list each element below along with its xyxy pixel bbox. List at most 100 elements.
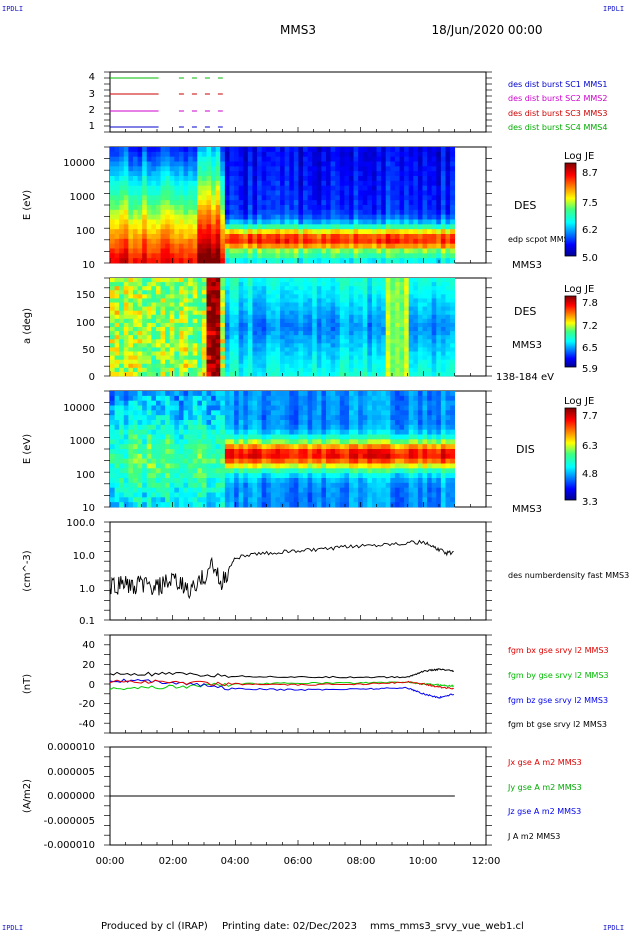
heatmap-cell	[431, 219, 437, 225]
heatmap-cell	[174, 458, 180, 464]
heatmap-cell	[252, 205, 258, 211]
heatmap-cell	[165, 171, 171, 177]
heatmap-cell	[146, 147, 152, 153]
heatmap-cell	[422, 302, 428, 307]
heatmap-cell	[385, 248, 391, 254]
heatmap-cell	[303, 468, 309, 474]
heatmap-cell	[381, 147, 387, 153]
heatmap-cell	[339, 405, 345, 411]
heatmap-cell	[266, 478, 272, 484]
heatmap-cell	[169, 473, 175, 479]
heatmap-cell	[371, 339, 377, 344]
avail-ytick-3: 3	[89, 89, 95, 100]
heatmap-cell	[137, 429, 143, 435]
heatmap-cell	[335, 395, 341, 402]
heatmap-cell	[142, 238, 148, 245]
heatmap-cell	[316, 156, 322, 162]
heatmap-cell	[362, 478, 368, 484]
heatmap-cell	[224, 302, 230, 307]
heatmap-cell	[289, 444, 295, 450]
heatmap-cell	[408, 351, 414, 356]
heatmap-cell	[142, 473, 148, 479]
heatmap-cell	[155, 190, 161, 196]
heatmap-cell	[174, 327, 180, 332]
heatmap-cell	[440, 322, 446, 328]
heatmap-cell	[408, 314, 414, 320]
heatmap-cell	[303, 161, 309, 167]
heatmap-cell	[289, 156, 295, 162]
heatmap-cell	[174, 310, 180, 316]
heatmap-cell	[298, 310, 304, 316]
heatmap-cell	[362, 487, 368, 493]
heatmap-cell	[114, 363, 120, 369]
heatmap-cell	[399, 351, 405, 356]
heatmap-cell	[330, 278, 336, 283]
heatmap-cell	[348, 410, 354, 416]
heatmap-cell	[445, 282, 451, 287]
heatmap-cell	[229, 166, 235, 172]
heatmap-cell	[252, 331, 258, 336]
heatmap-cell	[270, 415, 276, 421]
heatmap-cell	[376, 314, 382, 320]
heatmap-cell	[229, 502, 235, 508]
heatmap-cell	[114, 339, 120, 344]
heatmap-cell	[238, 190, 244, 196]
heatmap-cell	[211, 449, 217, 455]
heatmap-cell	[229, 478, 235, 484]
heatmap-cell	[316, 482, 322, 489]
heatmap-cell	[192, 449, 198, 455]
heatmap-cell	[206, 290, 212, 295]
heatmap-cell	[243, 290, 249, 295]
heatmap-cell	[174, 147, 180, 153]
heatmap-cell	[353, 290, 359, 295]
heatmap-cell	[275, 253, 281, 259]
heatmap-cell	[427, 205, 433, 211]
heatmap-cell	[137, 415, 143, 421]
heatmap-cell	[362, 294, 368, 299]
heatmap-cell	[385, 278, 391, 283]
heatmap-cell	[197, 335, 203, 340]
heatmap-cell	[312, 339, 318, 344]
heatmap-cell	[188, 482, 194, 489]
heatmap-cell	[123, 302, 129, 307]
heatmap-cell	[183, 458, 189, 464]
heatmap-cell	[183, 434, 189, 440]
heatmap-cell	[307, 343, 313, 348]
heatmap-cell	[358, 410, 364, 416]
heatmap-cell	[431, 359, 437, 365]
heatmap-cell	[293, 335, 299, 340]
heatmap-cell	[123, 190, 129, 196]
heatmap-cell	[431, 343, 437, 348]
heatmap-cell	[266, 331, 272, 336]
heatmap-cell	[215, 502, 221, 508]
heatmap-cell	[151, 286, 157, 291]
heatmap-cell	[261, 331, 267, 336]
heatmap-cell	[151, 482, 157, 489]
heatmap-cell	[169, 229, 175, 235]
heatmap-cell	[155, 156, 161, 162]
heatmap-cell	[169, 166, 175, 172]
heatmap-cell	[307, 439, 313, 445]
heatmap-cell	[284, 327, 290, 332]
heatmap-cell	[229, 429, 235, 435]
heatmap-cell	[321, 302, 327, 307]
heatmap-cell	[381, 286, 387, 291]
heatmap-cell	[119, 463, 125, 469]
heatmap-cell	[206, 453, 212, 460]
heatmap-cell	[431, 185, 437, 191]
heatmap-cell	[137, 171, 143, 177]
heatmap-cell	[238, 258, 244, 264]
heatmap-cell	[348, 290, 354, 295]
heatmap-cell	[243, 253, 249, 259]
heatmap-cell	[344, 224, 350, 230]
heatmap-cell	[128, 331, 134, 336]
heatmap-cell	[431, 314, 437, 320]
heatmap-cell	[160, 487, 166, 493]
heatmap-cell	[114, 343, 120, 348]
heatmap-cell	[321, 351, 327, 356]
heatmap-cell	[234, 224, 240, 230]
heatmap-cell	[146, 306, 152, 312]
heatmap-cell	[303, 314, 309, 320]
heatmap-cell	[197, 343, 203, 348]
heatmap-cell	[234, 190, 240, 196]
